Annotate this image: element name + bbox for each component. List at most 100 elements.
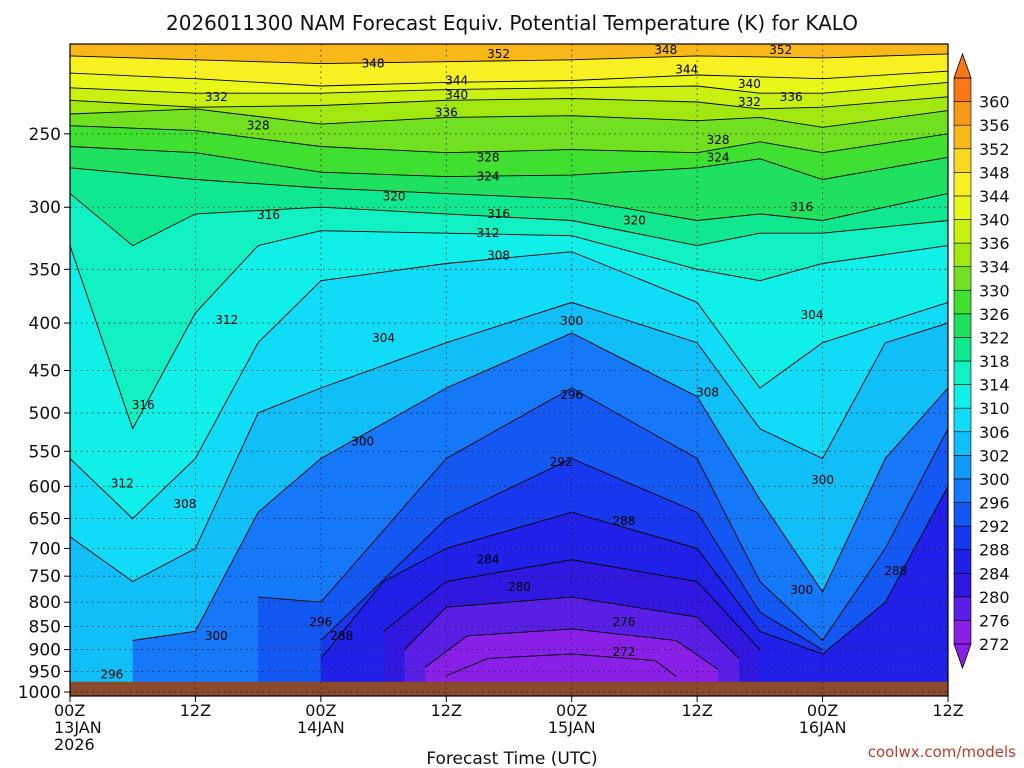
grid-lines bbox=[70, 44, 948, 696]
colorbar-swatch bbox=[953, 242, 972, 267]
isoline-276 bbox=[425, 628, 719, 670]
x-tick-label: 00Z bbox=[305, 701, 336, 720]
x-tick-label: 12Z bbox=[681, 701, 712, 720]
x-tick-label: 12Z bbox=[932, 701, 963, 720]
y-tick-label: 800 bbox=[29, 593, 61, 613]
y-tick-label: 950 bbox=[29, 662, 61, 682]
contour-label: 300 bbox=[560, 314, 583, 328]
y-tick-label: 600 bbox=[29, 477, 61, 497]
colorbar-swatch bbox=[953, 384, 972, 409]
contour-label: 352 bbox=[487, 47, 510, 61]
contour-label: 332 bbox=[738, 95, 761, 109]
contour-label: 340 bbox=[445, 88, 468, 102]
colorbar-swatch bbox=[953, 596, 972, 621]
colorbar-label: 296 bbox=[979, 494, 1010, 513]
contour-label: 328 bbox=[707, 133, 730, 147]
contour-label: 276 bbox=[613, 615, 636, 629]
colorbar-label: 360 bbox=[979, 93, 1010, 112]
contour-label: 332 bbox=[205, 90, 228, 104]
colorbar-swatch bbox=[953, 455, 972, 480]
y-tick-label: 750 bbox=[29, 567, 61, 587]
colorbar-label: 310 bbox=[979, 399, 1010, 418]
colorbar-label: 336 bbox=[979, 234, 1010, 253]
colorbar-label: 284 bbox=[979, 564, 1010, 583]
contour-label: 272 bbox=[613, 645, 636, 659]
colorbar-label: 340 bbox=[979, 211, 1010, 230]
y-tick-label: 400 bbox=[29, 314, 61, 334]
colorbar-label: 302 bbox=[979, 446, 1010, 465]
color-fill-bands bbox=[70, 44, 948, 696]
contour-label: 348 bbox=[654, 43, 677, 57]
colorbar-swatch bbox=[953, 124, 972, 150]
site-credit: coolwx.com/models bbox=[868, 743, 1016, 761]
x-tick-label: 12Z bbox=[431, 701, 462, 720]
x-tick-label: 13JAN bbox=[54, 718, 102, 737]
contour-label: 316 bbox=[132, 398, 155, 412]
colorbar-swatch bbox=[953, 77, 972, 102]
colorbar-swatch bbox=[953, 148, 972, 173]
isoline-348 bbox=[70, 53, 948, 65]
colorbar-swatch bbox=[953, 360, 972, 385]
contour-label: 312 bbox=[111, 477, 134, 491]
chart-title: 2026011300 NAM Forecast Equiv. Potential… bbox=[166, 11, 858, 35]
y-tick-label: 500 bbox=[29, 404, 61, 424]
x-tick-label: 00Z bbox=[807, 701, 838, 720]
y-tick-label: 350 bbox=[29, 260, 61, 280]
colorbar-label: 334 bbox=[979, 258, 1010, 277]
isoline-336 bbox=[70, 96, 948, 110]
colorbar-label: 348 bbox=[979, 163, 1010, 182]
colorbar-label: 280 bbox=[979, 588, 1010, 607]
colorbar-swatch bbox=[953, 549, 972, 574]
contour-label: 300 bbox=[351, 435, 374, 449]
colorbar-label: 344 bbox=[979, 187, 1010, 206]
x-tick-label: 16JAN bbox=[799, 718, 847, 737]
contour-label: 316 bbox=[257, 208, 280, 222]
x-tick-label: 14JAN bbox=[297, 718, 345, 737]
ground-surface bbox=[70, 681, 948, 696]
contour-label: 328 bbox=[477, 150, 500, 164]
contour-label: 300 bbox=[205, 629, 228, 643]
colorbar-legend: 272 276 280 284 288 292 296 300 302 306 310 314 318 3… bbox=[953, 52, 1010, 670]
contour-label: 324 bbox=[707, 150, 730, 164]
colorbar-label: 288 bbox=[979, 541, 1010, 560]
colorbar-label: 292 bbox=[979, 517, 1010, 536]
contour-label: 304 bbox=[801, 308, 824, 322]
x-tick-label: 15JAN bbox=[548, 718, 596, 737]
x-tick-label: 2026 bbox=[54, 735, 95, 754]
y-tick-label: 250 bbox=[29, 125, 61, 145]
colorbar-label: 356 bbox=[979, 116, 1010, 135]
colorbar-label: 300 bbox=[979, 470, 1010, 489]
y-tick-label: 550 bbox=[29, 442, 61, 462]
colorbar-swatch bbox=[953, 502, 972, 527]
contour-label: 336 bbox=[780, 90, 803, 104]
x-tick-label: 12Z bbox=[180, 701, 211, 720]
isoline-272 bbox=[446, 653, 677, 677]
colorbar-max-arrow bbox=[953, 52, 972, 79]
colorbar-swatch bbox=[953, 431, 972, 456]
contour-label: 296 bbox=[309, 615, 332, 629]
contour-label: 300 bbox=[790, 583, 813, 597]
contour-label: 328 bbox=[247, 119, 270, 133]
colorbar-label: 314 bbox=[979, 376, 1010, 395]
contour-label: 336 bbox=[435, 105, 458, 119]
contour-label: 316 bbox=[487, 207, 510, 221]
y-tick-label: 650 bbox=[29, 510, 61, 530]
y-tick-label: 850 bbox=[29, 618, 61, 638]
isoline-296 bbox=[258, 387, 948, 642]
x-axis-label: Forecast Time (UTC) bbox=[426, 749, 597, 768]
colorbar-swatch bbox=[953, 101, 972, 126]
contour-label: 304 bbox=[372, 331, 395, 345]
plot-area bbox=[70, 44, 948, 696]
isoline-308 bbox=[70, 251, 948, 520]
contour-label: 284 bbox=[477, 553, 500, 567]
colorbar-swatch bbox=[953, 172, 972, 197]
contour-label: 320 bbox=[623, 213, 646, 227]
isoline-284 bbox=[383, 559, 761, 650]
contour-label: 296 bbox=[560, 388, 583, 402]
x-tick-label: 00Z bbox=[54, 701, 85, 720]
y-tick-label: 300 bbox=[29, 198, 61, 218]
contour-label: 292 bbox=[550, 455, 573, 469]
